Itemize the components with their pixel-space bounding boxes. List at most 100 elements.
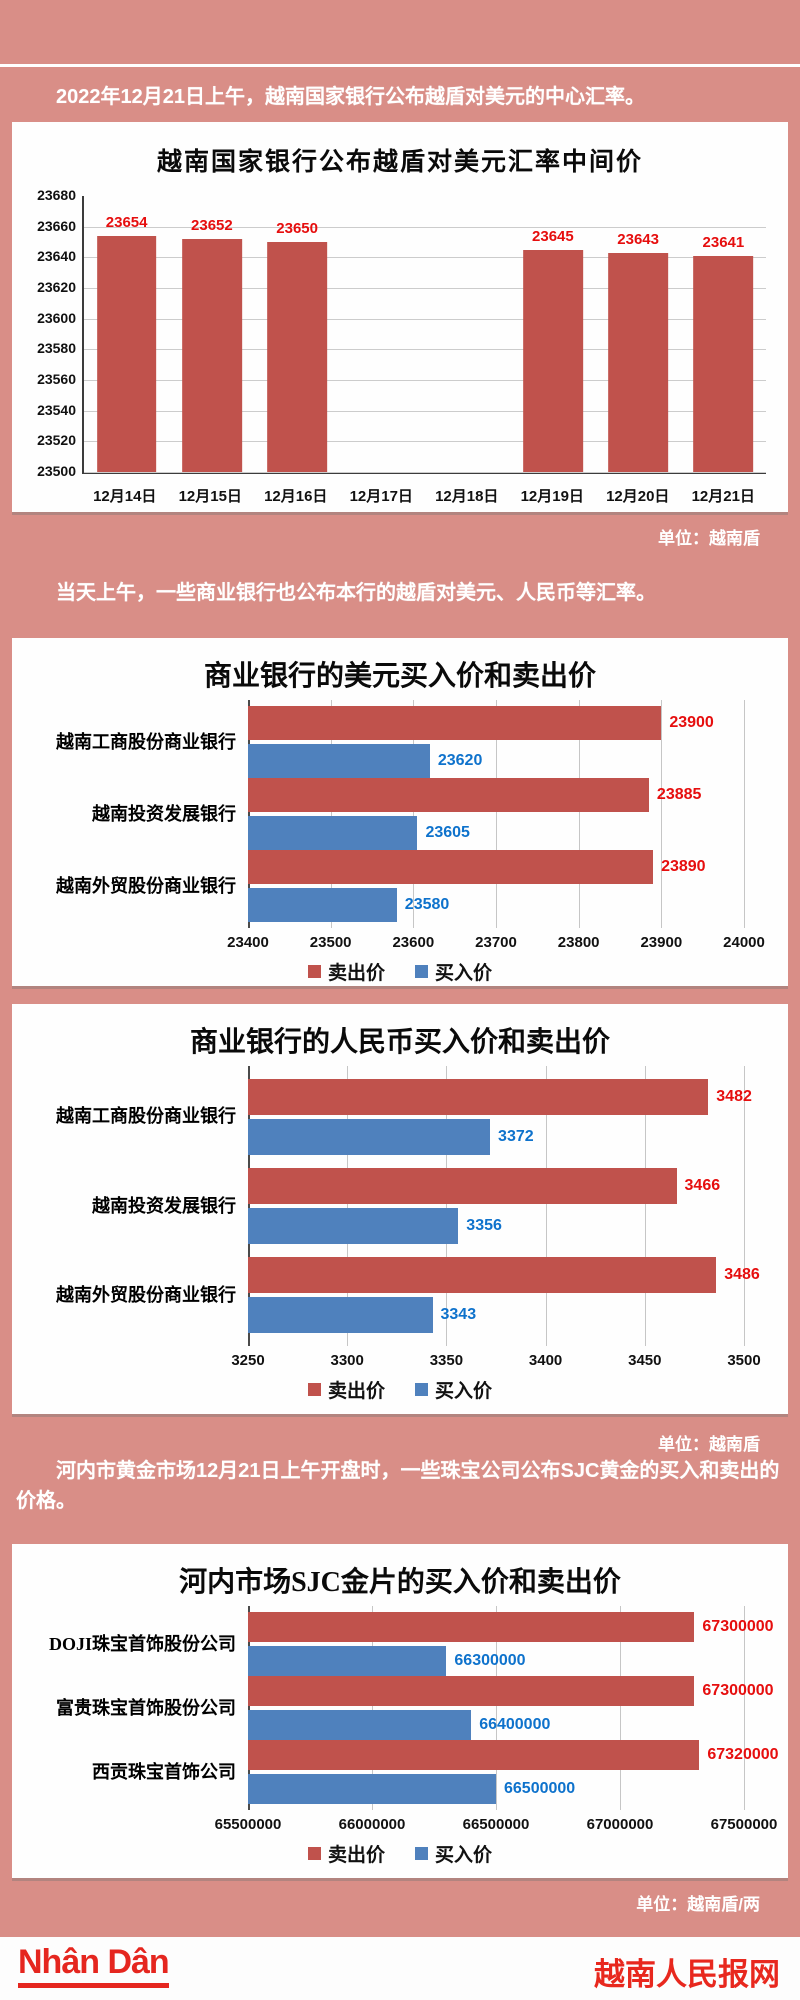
bar-row: 23580 [248, 888, 744, 922]
top-divider-line [0, 64, 800, 67]
intro-paragraph-3: 河内市黄金市场12月21日上午开盘时，一些珠宝公司公布SJC黄金的买入和卖出的价… [16, 1460, 780, 1512]
x-tick-label: 23700 [475, 934, 517, 951]
bar-value-label: 23605 [425, 824, 470, 841]
gridline [84, 226, 766, 228]
gridline [84, 349, 766, 351]
bars: 67300000 66400000 [248, 1676, 774, 1740]
bar [608, 252, 668, 472]
bar [248, 1710, 472, 1740]
bar [248, 816, 418, 850]
bar-row: 23900 [248, 706, 744, 740]
y-tick-label: 23680 [37, 187, 76, 203]
category-group: 越南工商股份商业银行 23900 23620 [26, 706, 774, 778]
y-tick-label: 23500 [37, 463, 76, 479]
bar-row: 3482 [248, 1078, 752, 1115]
legend-swatch [307, 1846, 321, 1860]
legend-label: 卖出价 [327, 962, 385, 984]
bar [248, 1646, 447, 1676]
x-tick-label: 67000000 [586, 1816, 654, 1833]
gridline [744, 700, 745, 928]
legend-swatch [415, 964, 428, 978]
gridline [84, 288, 766, 289]
bar [248, 744, 430, 778]
legend: 卖出价 买入价 [26, 1372, 774, 1406]
y-tick-label: 23660 [37, 217, 76, 234]
bar-value-label: 67300000 [702, 1682, 774, 1699]
bar [248, 1774, 496, 1804]
gridline [84, 410, 766, 412]
legend-item: 买入价 [415, 1840, 492, 1867]
bar-value-label: 3486 [724, 1266, 760, 1284]
x-tick-label: 12月15日 [178, 488, 242, 505]
intro-paragraph-2: 当天上午，一些商业银行也公布本行的越盾对美元、人民币等汇率。 [56, 582, 656, 604]
bar-row: 23620 [248, 744, 744, 778]
usd-bank-rates-bar-chart: 越南工商股份商业银行 23900 23620 越南投资发展银行 23885 23605 越南… [26, 700, 774, 990]
bar-row: 66400000 [248, 1710, 744, 1740]
legend-item: 卖出价 [307, 958, 385, 985]
bar [248, 1612, 695, 1642]
category-group: DOJI珠宝首饰股份公司 67300000 66300000 [26, 1612, 774, 1676]
bar-value-label: 66500000 [504, 1780, 576, 1797]
chart-title-usd-bank-rates: 商业银行的美元买入价和卖出价 [203, 661, 596, 692]
bar-row: 23605 [248, 816, 744, 850]
gridline [446, 1066, 448, 1346]
x-tick-label: 66000000 [338, 1816, 406, 1833]
x-tick-label: 3250 [231, 1352, 265, 1369]
category-label: 越南投资发展银行 [92, 803, 236, 824]
gridline [347, 1066, 349, 1346]
gridline [248, 700, 250, 928]
bars: 23885 23605 [248, 778, 744, 850]
grid-layer [248, 1066, 745, 1346]
intro-paragraph-1: 2022年12月21日上午，越南国家银行公布越盾对美元的中心汇率。 [56, 86, 645, 108]
bar-row: 67300000 [248, 1612, 774, 1642]
gridline [496, 700, 497, 928]
bars: 3486 3343 [248, 1251, 760, 1340]
bar-value-label: 23620 [437, 752, 483, 769]
bar-value-label: 3343 [440, 1306, 477, 1324]
category-label: 富贵珠宝首饰股份公司 [56, 1697, 236, 1718]
x-tick-label: 23600 [392, 934, 435, 951]
bar-value-label: 23643 [617, 230, 659, 248]
bar [248, 1297, 433, 1334]
bar-value-label: 67320000 [707, 1746, 779, 1763]
gridline [84, 318, 766, 320]
bar-row: 66500000 [248, 1774, 744, 1804]
bars: 3482 3372 [248, 1072, 752, 1161]
legend-item: 买入价 [415, 1376, 492, 1403]
site-name: 越南人民报网 [594, 1957, 780, 1992]
gridline [620, 1606, 621, 1810]
bars: 23900 23620 [248, 706, 744, 778]
category-label: 越南投资发展银行 [92, 1195, 236, 1216]
x-axis: 65500000 66000000 66500000 67000000 67500000 [215, 1812, 778, 1836]
bar [248, 1257, 717, 1294]
x-tick-label: 3300 [330, 1352, 364, 1369]
x-axis: 23400 23500 23600 23700 23800 23900 24000 [227, 930, 765, 954]
bar [248, 1078, 709, 1115]
bar-row: 3343 [248, 1297, 744, 1334]
bar [248, 778, 649, 812]
legend-label: 买入价 [435, 1380, 493, 1402]
bar-value-label: 3466 [684, 1176, 721, 1194]
gridline [330, 700, 332, 928]
x-tick-label: 66500000 [462, 1816, 530, 1833]
bar-value-label: 23645 [532, 227, 574, 245]
bar-slot: 23641 [681, 196, 766, 472]
bar-slot [340, 196, 425, 472]
bar [523, 249, 583, 472]
bar-slot [425, 196, 510, 472]
x-tick-label: 3350 [429, 1352, 464, 1369]
y-tick-label: 23520 [37, 432, 76, 449]
bar-row: 3466 [248, 1167, 744, 1204]
bar-value-label: 66300000 [454, 1652, 526, 1669]
legend-label: 买入价 [435, 962, 493, 984]
unit-caption-1: 单位：越南盾 [658, 529, 760, 548]
bar [267, 242, 327, 472]
bar [96, 235, 157, 472]
x-tick-label: 12月17日 [349, 488, 413, 505]
unit-caption-3: 单位：越南盾/两 [636, 1895, 760, 1914]
category-label: DOJI珠宝首饰股份公司 [48, 1633, 236, 1654]
plot-area: 越南工商股份商业银行 23900 23620 越南投资发展银行 23885 23605 越南… [26, 700, 774, 928]
x-tick-label: 65500000 [214, 1816, 282, 1833]
nhandan-logo: Nhân Dân [18, 1945, 170, 1988]
category-group: 富贵珠宝首饰股份公司 67300000 66400000 [26, 1676, 774, 1740]
